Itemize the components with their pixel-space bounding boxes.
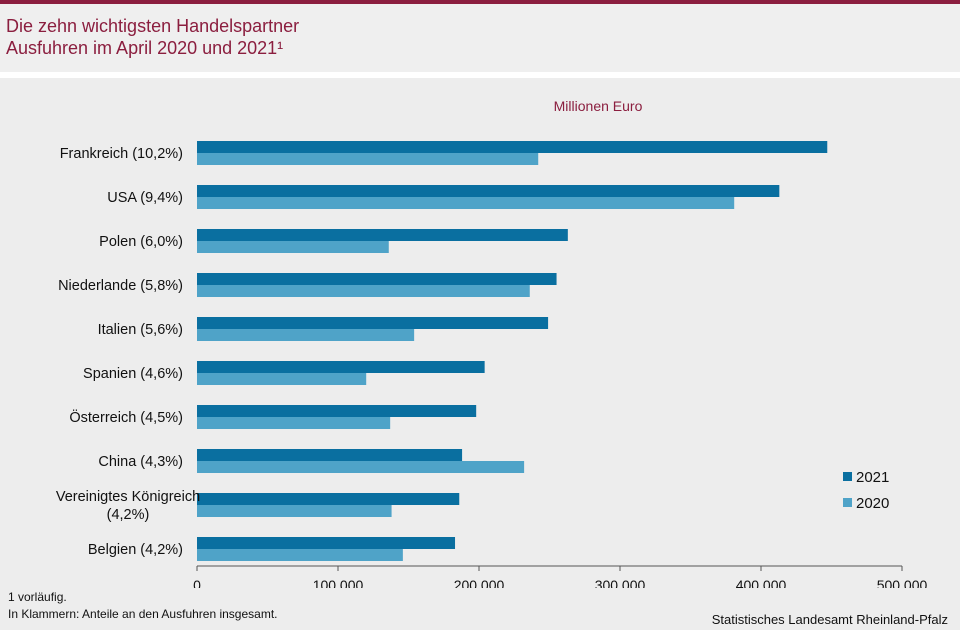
bars-group — [197, 141, 828, 561]
category-label: Polen (6,0%) — [99, 234, 183, 250]
source-credit: Statistisches Landesamt Rheinland-Pfalz — [711, 612, 948, 627]
bar-2020-0 — [197, 153, 539, 165]
bar-2020-2 — [197, 241, 389, 253]
bar-2020-9 — [197, 549, 403, 561]
legend: 2021 2020 — [843, 469, 889, 512]
chart-title-line-2: Ausfuhren im April 2020 und 2021¹ — [6, 38, 284, 58]
footnote-1: 1 vorläufig. — [8, 590, 67, 604]
bar-2021-6 — [197, 405, 477, 417]
x-tick-label: 300.000 — [595, 577, 646, 588]
category-label: Frankreich (10,2%) — [60, 146, 183, 162]
legend-swatch-2020 — [843, 498, 852, 507]
bar-2021-5 — [197, 361, 485, 373]
bar-2020-8 — [197, 505, 392, 517]
bar-2021-1 — [197, 185, 780, 197]
category-label: Italien (5,6%) — [98, 322, 183, 338]
x-axis: 0 100.000 200.000 300.000 400.000 500.000 — [193, 566, 928, 588]
unit-label: Millionen Euro — [554, 98, 643, 114]
bar-2021-8 — [197, 493, 460, 505]
bar-2021-3 — [197, 273, 557, 285]
bar-2020-6 — [197, 417, 391, 429]
x-tick-label: 500.000 — [877, 577, 928, 588]
bar-2021-2 — [197, 229, 568, 241]
bar-2021-7 — [197, 449, 463, 461]
chart-header: Die zehn wichtigsten Handelspartner Ausf… — [0, 4, 960, 72]
category-label: USA (9,4%) — [107, 190, 183, 206]
category-labels: Frankreich (10,2%) USA (9,4%) Polen (6,0%)… — [56, 146, 200, 558]
x-tick-label: 400.000 — [736, 577, 787, 588]
category-label: Belgien (4,2%) — [88, 542, 183, 558]
header-divider — [0, 72, 960, 78]
legend-swatch-2021 — [843, 472, 852, 481]
legend-label-2020: 2020 — [856, 495, 889, 512]
bar-2020-5 — [197, 373, 367, 385]
bar-2020-3 — [197, 285, 530, 297]
legend-label-2021: 2021 — [856, 469, 889, 486]
bar-2020-7 — [197, 461, 525, 473]
category-label: Österreich (4,5%) — [69, 408, 183, 426]
bar-2021-0 — [197, 141, 828, 153]
chart-title-line-1: Die zehn wichtigsten Handelspartner — [6, 16, 300, 36]
bar-2020-4 — [197, 329, 415, 341]
bar-2021-4 — [197, 317, 549, 329]
footnote-2: In Klammern: Anteile an den Ausfuhren in… — [8, 607, 278, 621]
bar-2020-1 — [197, 197, 735, 209]
category-label: (4,2%) — [107, 507, 150, 523]
category-label: China (4,3%) — [98, 454, 183, 470]
category-label: Niederlande (5,8%) — [58, 278, 183, 294]
category-label: Vereinigtes Königreich — [56, 489, 200, 505]
x-tick-label: 100.000 — [313, 577, 364, 588]
bar-2021-9 — [197, 537, 456, 549]
x-tick-label: 200.000 — [454, 577, 505, 588]
bar-chart: Millionen Euro Frankreich (10,2%) USA (9,… — [56, 98, 928, 588]
x-tick-label: 0 — [193, 577, 201, 588]
category-label: Spanien (4,6%) — [83, 366, 183, 382]
top-accent-bar — [0, 0, 960, 4]
